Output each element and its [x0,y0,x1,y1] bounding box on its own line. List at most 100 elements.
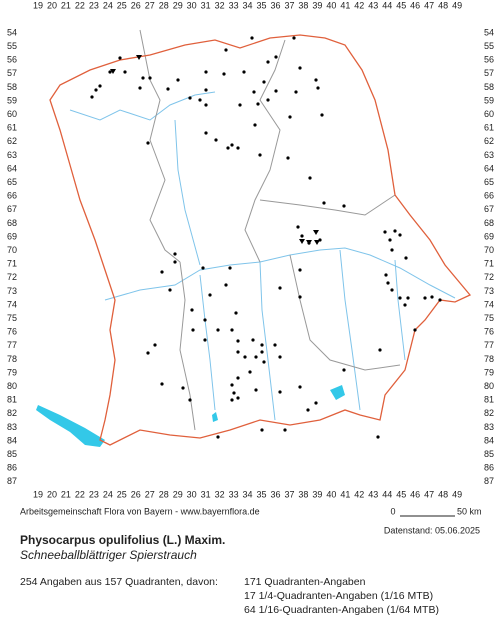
occurrence-dot [216,435,220,439]
y-label: 54 [7,27,17,37]
x-label: 46 [410,0,420,10]
occurrence-marker [306,240,312,245]
x-label: 31 [201,0,211,10]
occurrence-dot [322,201,326,205]
occurrence-dot [228,266,232,270]
y-label: 81 [7,395,17,405]
occurrence-dot [292,36,296,40]
x-label: 20 [47,489,57,499]
y-label: 55 [7,41,17,51]
date: Datenstand: 05.06.2025 [384,525,480,535]
lake [212,412,218,422]
occurrence-dot [390,288,394,292]
occurrence-dot [278,390,282,394]
occurrence-dot [260,350,264,354]
y-label: 71 [7,259,17,269]
occurrence-dot [94,88,98,92]
occurrence-dot [393,229,397,233]
x-label: 30 [187,489,197,499]
occurrence-marker [299,239,305,244]
occurrence-dot [236,396,240,400]
occurrence-dot [242,70,246,74]
x-label: 23 [89,0,99,10]
occurrence-dot [406,296,410,300]
y-label: 68 [7,218,17,228]
y-label: 68 [484,218,494,228]
occurrence-dot [153,343,157,347]
y-label: 66 [7,191,17,201]
x-label: 46 [410,489,420,499]
x-label: 22 [75,0,85,10]
occurrence-dot [274,89,278,93]
x-label: 30 [187,0,197,10]
breakdown-item: 17 1/4-Quadranten-Angaben (1/16 MTB) [244,590,433,602]
x-label: 26 [131,489,141,499]
x-label: 44 [382,489,392,499]
y-label: 70 [484,245,494,255]
x-label: 35 [257,489,267,499]
x-label: 20 [47,0,57,10]
occurrence-dot [208,293,212,297]
y-label: 76 [484,327,494,337]
y-label: 80 [7,381,17,391]
y-label: 65 [484,177,494,187]
occurrence-dot [236,146,240,150]
y-label: 70 [7,245,17,255]
occurrence-dot [232,391,236,395]
occurrence-dot [286,156,290,160]
occurrence-dot [248,370,252,374]
y-label: 62 [484,136,494,146]
occurrence-dot [288,115,292,119]
occurrence-dot [404,256,408,260]
y-label: 67 [7,204,17,214]
occurrence-dot [384,273,388,277]
occurrence-dot [176,78,180,82]
y-label: 59 [484,95,494,105]
occurrence-dot [252,90,256,94]
occurrence-dot [123,70,127,74]
x-label: 24 [103,0,113,10]
x-label: 34 [243,0,253,10]
occurrence-dot [230,143,234,147]
occurrence-dot [234,311,238,315]
y-label: 58 [484,82,494,92]
y-label: 74 [484,299,494,309]
y-label: 63 [484,150,494,160]
y-label: 87 [7,476,17,486]
y-label: 61 [484,123,494,133]
x-label: 21 [61,0,71,10]
x-label: 39 [312,489,322,499]
x-label: 26 [131,0,141,10]
occurrence-dot [173,260,177,264]
y-label: 71 [484,259,494,269]
occurrence-dot [283,428,287,432]
occurrence-dot [250,36,254,40]
x-label: 25 [117,489,127,499]
common-name: Schneeballblättriger Spierstrauch [20,548,197,562]
x-label: 28 [159,489,169,499]
occurrence-dot [386,281,390,285]
occurrence-dot [398,233,402,237]
y-label: 82 [484,408,494,418]
occurrence-dot [294,90,298,94]
occurrence-marker [314,240,320,245]
occurrence-dot [204,88,208,92]
occurrence-dot [168,288,172,292]
x-label: 39 [312,0,322,10]
occurrence-dot [236,339,240,343]
occurrence-dot [260,343,264,347]
x-label: 29 [173,489,183,499]
y-label: 83 [7,422,17,432]
occurrence-dot [141,76,145,80]
occurrence-dot [224,48,228,52]
x-label: 47 [424,489,434,499]
occurrence-dot [378,348,382,352]
occurrence-dot [342,368,346,372]
occurrence-dot [236,350,240,354]
y-label: 73 [484,286,494,296]
x-label: 23 [89,489,99,499]
occurrence-dot [413,328,417,332]
y-label: 80 [484,381,494,391]
x-label: 42 [354,0,364,10]
y-label: 78 [484,354,494,364]
